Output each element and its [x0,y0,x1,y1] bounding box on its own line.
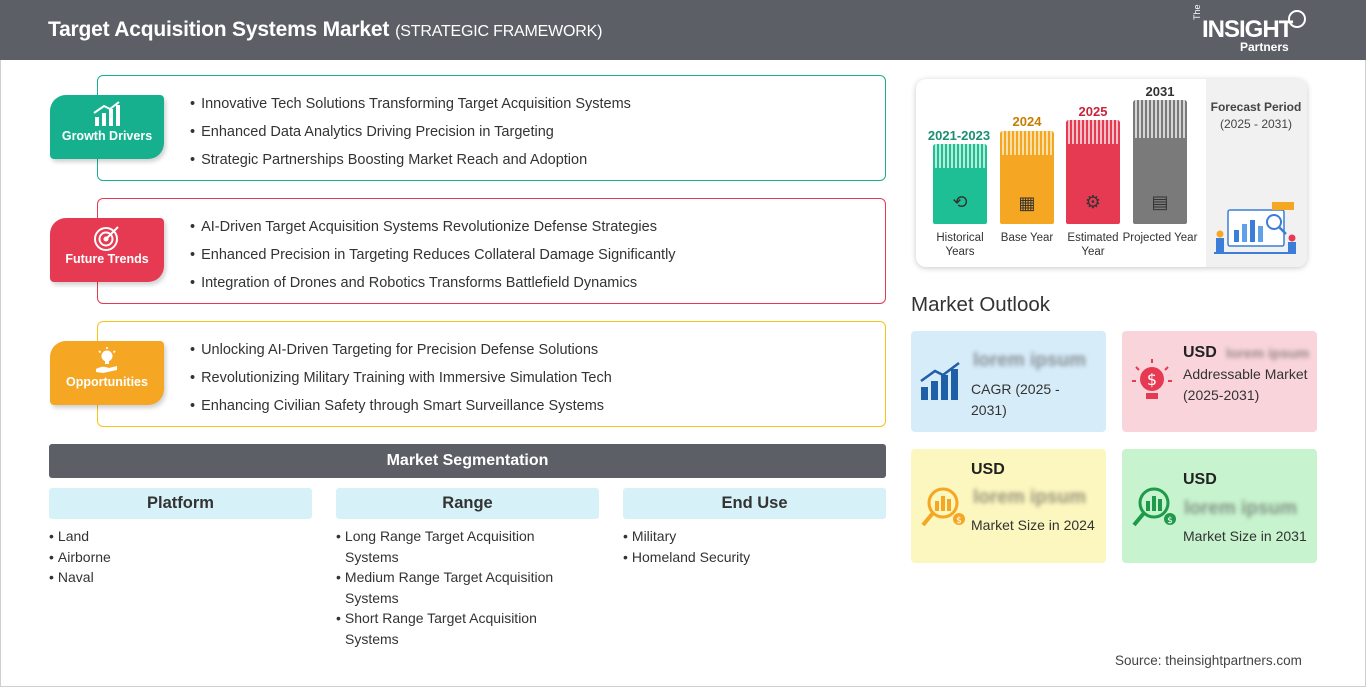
list-item: Airborne [49,547,312,568]
logo-ring-icon [1288,10,1306,28]
opportunities-box: Unlocking AI-Driven Targeting for Precis… [97,321,886,427]
list-item: Military [623,526,886,547]
market-size-2031-value: lorem ipsum [1184,498,1297,519]
bar-stripes [1000,131,1054,155]
segment-heading: End Use [623,488,886,519]
lightbulb-hand-icon [50,347,164,375]
segment-platform: Platform Land Airborne Naval [49,488,312,588]
list-item: Integration of Drones and Robotics Trans… [190,273,676,301]
market-outlook-title: Market Outlook [911,293,1050,316]
header-bar: Target Acquisition Systems Market (STRATE… [0,0,1366,60]
opportunities-label: Opportunities [66,375,148,389]
addressable-market-label: Addressable Market (2025-2031) [1183,366,1308,403]
timeline-year: 2024 [1012,114,1042,129]
list-item: Land [49,526,312,547]
coin-search-icon: $ [919,483,967,538]
list-item: Medium Range Target Acquisition Systems [336,567,576,608]
dollar-bulb-icon: $ [1130,357,1174,414]
segment-heading: Platform [49,488,312,519]
timeline-label: Estimated Year [1067,232,1119,258]
future-trends-label: Future Trends [65,252,149,266]
list-item: Enhanced Precision in Targeting Reduces … [190,245,675,273]
timeline-year: 2021-2023 [927,128,991,143]
cagr-label: CAGR (2025 - 2031) [971,381,1060,418]
opportunities-list: Unlocking AI-Driven Targeting for Precis… [190,340,612,424]
logo-insight: INSIGHT [1202,16,1293,43]
timeline-year: 2025 [1078,104,1108,119]
list-item: Short Range Target Acquisition Systems [336,608,576,649]
growth-drivers-badge: Growth Drivers [50,95,164,159]
list-item: AI-Driven Target Acquisition Systems Rev… [190,217,676,245]
svg-text:$: $ [1167,516,1173,526]
future-trends-box: AI-Driven Target Acquisition Systems Rev… [97,198,886,304]
gears-icon: ⚙ [1084,192,1102,212]
usd-label: USD [1183,344,1217,361]
source-note: Source: theinsightpartners.com [1115,653,1302,668]
title-text: Target Acquisition Systems Market [48,18,390,41]
list-item: Strategic Partnerships Boosting Market R… [190,150,631,178]
growth-drivers-box: Innovative Tech Solutions Transforming T… [97,75,886,181]
analytics-people-icon [1212,200,1298,256]
market-size-2031-card: $ USD lorem ipsum Market Size in 2031 [1122,449,1317,563]
timeline-label: Projected Year [1122,232,1198,244]
cagr-card: lorem ipsum CAGR (2025 - 2031) [911,331,1106,432]
cagr-value: lorem ipsum [973,350,1086,371]
page-subtitle: (STRATEGIC FRAMEWORK) [395,23,603,40]
growth-drivers-label: Growth Drivers [61,129,153,143]
forecast-years: (2025 - 2031) [1219,117,1293,131]
svg-text:$: $ [956,516,962,526]
target-icon [50,224,164,252]
timeline-bar-projected: ▤ [1133,100,1187,224]
bar-growth-icon [919,361,963,410]
insight-partners-logo: The INSIGHT Partners [1192,4,1312,54]
forecast-period-text: Forecast Period (2025 - 2031) [1210,100,1302,132]
forecast-label: Forecast Period [1210,100,1302,114]
coin-search-green-icon: $ [1130,483,1178,538]
list-item: Long Range Target Acquisition Systems [336,526,576,567]
segment-list: Land Airborne Naval [49,526,312,588]
market-size-2031-label: Market Size in 2031 [1183,528,1307,544]
timeline-label: Historical Years [936,232,984,258]
addressable-market-value: lorem ipsum [1226,345,1310,361]
market-size-2024-value: lorem ipsum [973,487,1086,508]
timeline-bar-estimated: ⚙ [1066,120,1120,224]
timeline-label: Base Year [1000,232,1054,244]
list-item: Naval [49,567,312,588]
presentation-icon: ▤ [1151,192,1169,212]
logo-partners: Partners [1240,40,1289,54]
list-item: Revolutionizing Military Training with I… [190,368,612,396]
segment-list: Military Homeland Security [623,526,886,567]
segment-end-use: End Use Military Homeland Security [623,488,886,567]
market-size-2024-label: Market Size in 2024 [971,517,1095,533]
list-item: Enhancing Civilian Safety through Smart … [190,396,612,424]
addressable-market-card: $ USD lorem ipsum Addressable Market (20… [1122,331,1317,432]
bar-stripes [1066,120,1120,144]
logo-the: The [1192,4,1202,20]
svg-text:$: $ [1147,370,1157,389]
page-title: Target Acquisition Systems Market (STRATE… [48,18,602,42]
timeline-bar-historical: ⟲ [933,144,987,224]
usd-label: USD [971,461,1005,478]
list-item: Homeland Security [623,547,886,568]
bar-stripes [1133,100,1187,138]
market-size-2024-card: $ USD lorem ipsum Market Size in 2024 [911,449,1106,563]
segment-heading: Range [336,488,599,519]
segment-range: Range Long Range Target Acquisition Syst… [336,488,599,649]
segmentation-title: Market Segmentation [49,444,886,478]
list-item: Enhanced Data Analytics Driving Precisio… [190,122,631,150]
timeline-year: 2031 [1145,84,1175,99]
growth-chart-icon [50,101,164,129]
usd-label: USD [1183,471,1217,488]
growth-drivers-list: Innovative Tech Solutions Transforming T… [190,94,631,178]
timeline-bar-base: ▦ [1000,131,1054,224]
list-item: Unlocking AI-Driven Targeting for Precis… [190,340,612,368]
history-icon: ⟲ [952,192,968,212]
list-item: Innovative Tech Solutions Transforming T… [190,94,631,122]
calendar-icon: ▦ [1018,193,1036,213]
segment-list: Long Range Target Acquisition Systems Me… [336,526,576,649]
opportunities-badge: Opportunities [50,341,164,405]
bar-stripes [933,144,987,168]
future-trends-list: AI-Driven Target Acquisition Systems Rev… [190,217,676,301]
future-trends-badge: Future Trends [50,218,164,282]
